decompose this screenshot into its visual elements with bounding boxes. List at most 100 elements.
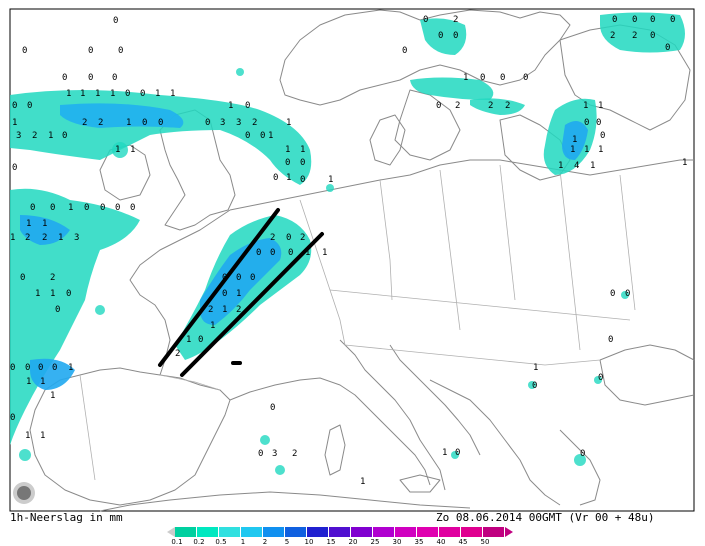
- precip-value: 1: [155, 89, 160, 99]
- legend-swatch: [373, 527, 395, 537]
- precip-value: 4: [574, 161, 579, 171]
- precip-value: 0: [10, 413, 15, 423]
- legend-swatch: [197, 527, 219, 537]
- legend-start-arrow: [167, 527, 175, 537]
- precip-value: 0: [12, 101, 17, 111]
- borders: [79, 164, 636, 481]
- precip-value: 1: [533, 363, 538, 373]
- legend-swatch: [329, 527, 351, 537]
- precip-value: 1: [570, 145, 575, 155]
- precip-value: 1: [10, 233, 15, 243]
- precip-value: 1: [463, 73, 468, 83]
- precip-value: 1: [40, 431, 45, 441]
- precip-value: 0: [66, 289, 71, 299]
- precip-value: 0: [584, 118, 589, 128]
- precip-value: 1: [50, 391, 55, 401]
- precip-value: 1: [40, 377, 45, 387]
- precip-value: 0: [27, 101, 32, 111]
- precip-value: 3: [220, 118, 225, 128]
- legend-label: 50: [480, 538, 490, 546]
- precip-value: 0: [100, 203, 105, 213]
- precip-value: 0: [55, 305, 60, 315]
- precip-value: 1: [286, 173, 291, 183]
- precip-value: 0: [285, 158, 290, 168]
- precip-value: 1: [12, 118, 17, 128]
- precip-value: 0: [632, 15, 637, 25]
- precip-value: 1: [48, 131, 53, 141]
- precip-value: 0: [118, 46, 123, 56]
- precip-value: 0: [256, 248, 261, 258]
- precip-value: 0: [453, 31, 458, 41]
- precip-value: 1: [590, 161, 595, 171]
- precip-value: 0: [523, 73, 528, 83]
- precip-value: 2: [175, 349, 180, 359]
- precip-value: 1: [268, 131, 273, 141]
- precip-value: 1: [170, 89, 175, 99]
- precip-value: 1: [222, 305, 227, 315]
- precip-value: 0: [612, 15, 617, 25]
- legend-swatch: [219, 527, 241, 537]
- precip-value: 0: [288, 248, 293, 258]
- precip-value: 0: [88, 46, 93, 56]
- precip-value: 1: [598, 145, 603, 155]
- precip-value: 0: [245, 131, 250, 141]
- precip-value: 0: [158, 118, 163, 128]
- precip-value: 2: [300, 233, 305, 243]
- precip-value: 0: [455, 448, 460, 458]
- precip-value: 0: [650, 15, 655, 25]
- precip-value: 3: [272, 449, 277, 459]
- legend-swatch: [241, 527, 263, 537]
- precip-value: 0: [625, 289, 630, 299]
- legend-swatch: [307, 527, 329, 537]
- precip-value: 0: [84, 203, 89, 213]
- legend-label: 1: [240, 538, 246, 546]
- annotation-lines: [158, 208, 324, 377]
- precip-value: 0: [600, 131, 605, 141]
- precip-value: 1: [322, 248, 327, 258]
- precip-value: 1: [286, 118, 291, 128]
- precip-value: 0: [38, 363, 43, 373]
- precip-value: 1: [442, 448, 447, 458]
- precip-value: 0: [88, 73, 93, 83]
- precip-value: 3: [74, 233, 79, 243]
- precip-value: 1: [598, 101, 603, 111]
- precip-value: 0: [270, 248, 275, 258]
- annotation-line-2: [180, 232, 324, 377]
- precip-value: 0: [115, 203, 120, 213]
- precip-value: 1: [584, 145, 589, 155]
- precip-value: 1: [210, 321, 215, 331]
- legend-swatch: [483, 527, 505, 537]
- precip-value: 2: [25, 233, 30, 243]
- precip-value: 0: [10, 363, 15, 373]
- precip-value: 2: [453, 15, 458, 25]
- legend-swatch: [351, 527, 373, 537]
- precip-value: 2: [632, 31, 637, 41]
- precip-value: 0: [598, 373, 603, 383]
- precip-value: 2: [82, 118, 87, 128]
- legend-swatch: [417, 527, 439, 537]
- precip-value: 0: [610, 289, 615, 299]
- precip-value: 0: [30, 203, 35, 213]
- precip-value: 1: [130, 145, 135, 155]
- precip-value: 1: [115, 145, 120, 155]
- precip-value: 0: [665, 43, 670, 53]
- precip-value: 1: [228, 101, 233, 111]
- precip-value: 0: [670, 15, 675, 25]
- precip-value: 1: [35, 289, 40, 299]
- precip-value: 0: [402, 46, 407, 56]
- precip-value: 0: [423, 15, 428, 25]
- legend-end-arrow: [505, 527, 513, 537]
- legend-swatch: [461, 527, 483, 537]
- precip-value: 0: [20, 273, 25, 283]
- precipitation-areas: [10, 12, 685, 475]
- legend-swatch: [395, 527, 417, 537]
- precip-value: 1: [58, 233, 63, 243]
- precip-value: 0: [205, 118, 210, 128]
- precip-value: 0: [650, 31, 655, 41]
- precip-value: 0: [222, 289, 227, 299]
- legend-label: 0.1: [171, 538, 183, 546]
- precip-value: 1: [95, 89, 100, 99]
- precip-value: 3: [236, 118, 241, 128]
- legend-label: 30: [392, 538, 402, 546]
- precip-value: 0: [62, 131, 67, 141]
